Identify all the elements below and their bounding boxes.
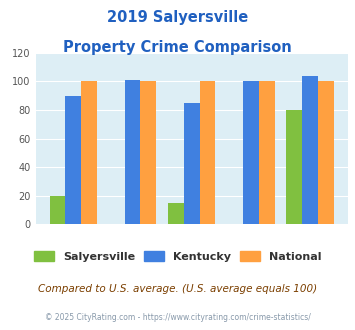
Bar bbox=[141, 82, 156, 224]
Text: © 2025 CityRating.com - https://www.cityrating.com/crime-statistics/: © 2025 CityRating.com - https://www.city… bbox=[45, 314, 310, 322]
Bar bbox=[286, 110, 302, 224]
Bar bbox=[318, 82, 334, 224]
Bar bbox=[65, 96, 81, 224]
Text: Property Crime Comparison: Property Crime Comparison bbox=[63, 40, 292, 54]
Bar bbox=[81, 82, 97, 224]
Bar bbox=[184, 103, 200, 224]
Bar bbox=[243, 82, 259, 224]
Text: Compared to U.S. average. (U.S. average equals 100): Compared to U.S. average. (U.S. average … bbox=[38, 284, 317, 294]
Bar bbox=[302, 76, 318, 224]
Bar bbox=[168, 203, 184, 224]
Text: 2019 Salyersville: 2019 Salyersville bbox=[107, 10, 248, 25]
Bar bbox=[125, 80, 141, 224]
Bar bbox=[50, 196, 65, 224]
Bar bbox=[200, 82, 215, 224]
Legend: Salyersville, Kentucky, National: Salyersville, Kentucky, National bbox=[29, 247, 326, 266]
Bar bbox=[259, 82, 274, 224]
